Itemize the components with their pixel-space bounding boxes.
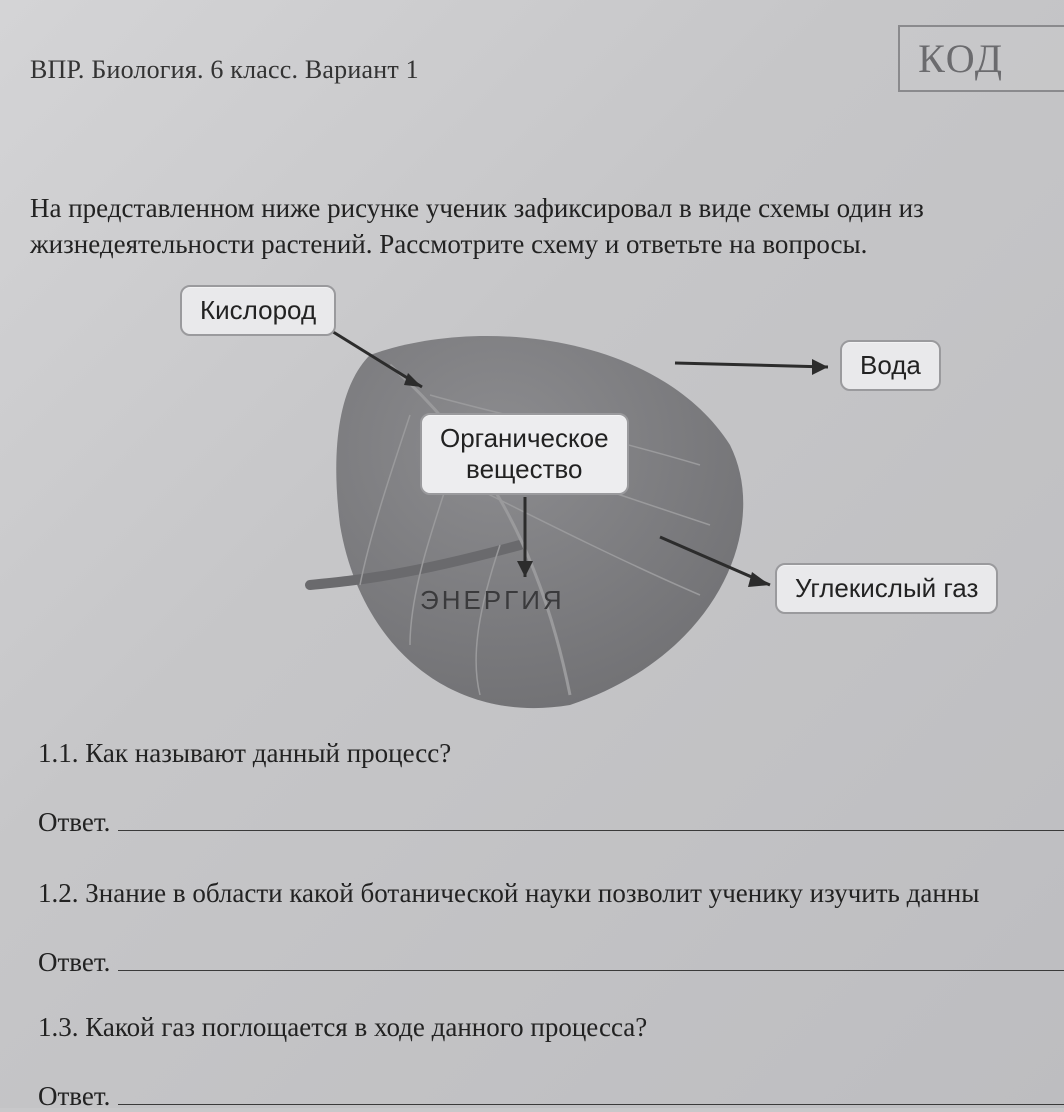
label-organic: Органическое вещество <box>420 413 629 495</box>
answer-line[interactable] <box>118 802 1064 831</box>
answer-line[interactable] <box>118 1076 1064 1105</box>
code-box: КОД <box>898 25 1064 92</box>
question-1-2: 1.2. Знание в области какой ботанической… <box>38 878 1064 909</box>
label-organic-line2: вещество <box>466 454 582 484</box>
label-water: Вода <box>840 340 941 391</box>
answer-row-1-1: Ответ. <box>38 802 1064 838</box>
leaf-diagram: Кислород Вода Органическое вещество ЭНЕР… <box>120 285 1020 715</box>
answer-label: Ответ. <box>38 807 110 838</box>
header: ВПР. Биология. 6 класс. Вариант 1 КОД <box>30 55 1064 85</box>
label-co2: Углекислый газ <box>775 563 998 614</box>
answer-row-1-3: Ответ. <box>38 1076 1064 1112</box>
answer-label: Ответ. <box>38 947 110 978</box>
worksheet-page: ВПР. Биология. 6 класс. Вариант 1 КОД На… <box>0 0 1064 1108</box>
question-1-1: 1.1. Как называют данный процесс? <box>38 738 1064 769</box>
intro-line-2: жизнедеятельности растений. Рассмотрите … <box>30 229 867 259</box>
label-oxygen: Кислород <box>180 285 336 336</box>
answer-line[interactable] <box>118 942 1064 971</box>
header-subject: ВПР. Биология. 6 класс. Вариант 1 <box>30 55 419 85</box>
label-energy: ЭНЕРГИЯ <box>420 585 565 616</box>
answer-row-1-2: Ответ. <box>38 942 1064 978</box>
answer-label: Ответ. <box>38 1081 110 1112</box>
label-organic-line1: Органическое <box>440 423 609 453</box>
question-1-3: 1.3. Какой газ поглощается в ходе данног… <box>38 1012 1064 1043</box>
intro-line-1: На представленном ниже рисунке ученик за… <box>30 193 924 223</box>
intro-text: На представленном ниже рисунке ученик за… <box>30 190 1064 263</box>
